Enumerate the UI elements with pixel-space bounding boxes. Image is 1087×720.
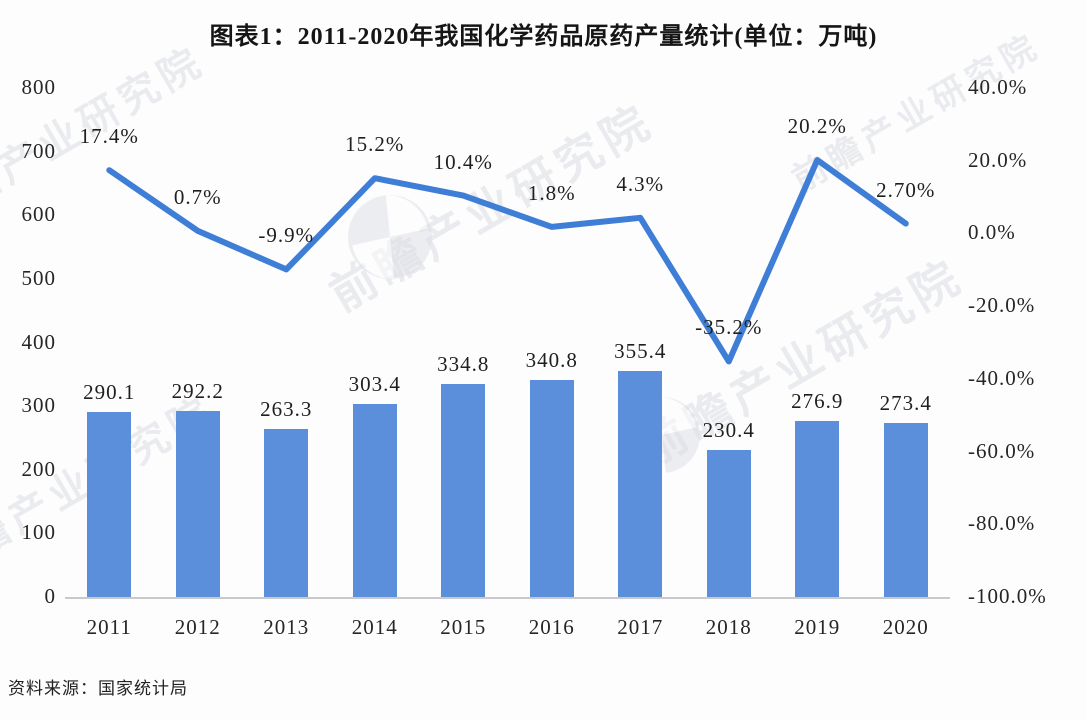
- line-value-label: 15.2%: [345, 132, 405, 157]
- bar-value-label: 273.4: [879, 391, 932, 416]
- bar: [618, 370, 663, 597]
- left-axis-tick: 100: [21, 520, 56, 545]
- right-axis-tick: 20.0%: [968, 147, 1028, 172]
- bar-value-label: 334.8: [437, 351, 490, 376]
- bar: [441, 383, 486, 597]
- line-value-label: 4.3%: [616, 171, 665, 196]
- x-axis-label: 2020: [882, 615, 929, 639]
- x-axis-label: 2017: [617, 615, 664, 639]
- line-value-label: 20.2%: [787, 113, 847, 138]
- bar: [264, 429, 309, 597]
- bar: [529, 380, 574, 597]
- bar-value-label: 355.4: [614, 338, 667, 363]
- right-axis-tick: 0.0%: [968, 220, 1016, 245]
- left-axis-tick: 800: [21, 75, 56, 99]
- left-axis-tick: 0: [44, 584, 56, 608]
- x-axis-label: 2011: [86, 615, 132, 639]
- bar-value-label: 292.2: [171, 379, 224, 404]
- x-axis-label: 2012: [174, 615, 221, 639]
- bar: [87, 412, 132, 597]
- bar-value-label: 303.4: [348, 371, 401, 396]
- bar-value-label: 290.1: [83, 380, 136, 405]
- bar: [795, 420, 840, 597]
- x-axis-label: 2018: [705, 615, 752, 639]
- line-value-label: -9.9%: [258, 223, 315, 248]
- left-axis-tick: 400: [21, 329, 56, 354]
- right-axis-tick: -100.0%: [968, 584, 1047, 608]
- right-axis-tick: 40.0%: [968, 75, 1028, 99]
- line-value-label: 2.70%: [876, 177, 936, 202]
- bar-value-label: 276.9: [791, 388, 844, 413]
- left-axis-tick: 600: [21, 202, 56, 227]
- line-value-label: 17.4%: [79, 124, 139, 149]
- right-axis-tick: -80.0%: [968, 511, 1036, 536]
- chart-title: 图表1：2011-2020年我国化学药品原药产量统计(单位：万吨): [209, 24, 878, 50]
- bar: [706, 450, 751, 597]
- right-axis-tick: -60.0%: [968, 438, 1036, 463]
- left-axis-tick: 500: [21, 265, 56, 290]
- bar: [883, 423, 928, 597]
- line-path: [106, 157, 909, 365]
- left-axis-tick: 300: [21, 393, 56, 418]
- line-value-label: 1.8%: [527, 180, 576, 205]
- x-axis-label: 2016: [528, 615, 575, 639]
- x-axis-label: 2013: [263, 615, 310, 639]
- x-axis-line: [65, 597, 950, 599]
- bar: [352, 403, 397, 597]
- x-axis-label: 2015: [440, 615, 487, 639]
- x-axis-label: 2019: [794, 615, 841, 639]
- right-axis-tick: -20.0%: [968, 293, 1036, 318]
- right-axis-tick: -40.0%: [968, 365, 1036, 390]
- bar: [175, 411, 220, 597]
- source-note: 资料来源：国家统计局: [8, 679, 188, 698]
- bar-value-label: 263.3: [260, 397, 313, 422]
- left-axis-tick: 700: [21, 138, 56, 163]
- line-value-label: -35.2%: [695, 315, 763, 340]
- line-value-label: 10.4%: [433, 149, 493, 174]
- bar-value-label: 340.8: [525, 348, 578, 373]
- x-axis-label: 2014: [351, 615, 398, 639]
- left-axis-tick: 200: [21, 456, 56, 481]
- line-value-label: 0.7%: [173, 184, 222, 209]
- bar-value-label: 230.4: [702, 418, 755, 443]
